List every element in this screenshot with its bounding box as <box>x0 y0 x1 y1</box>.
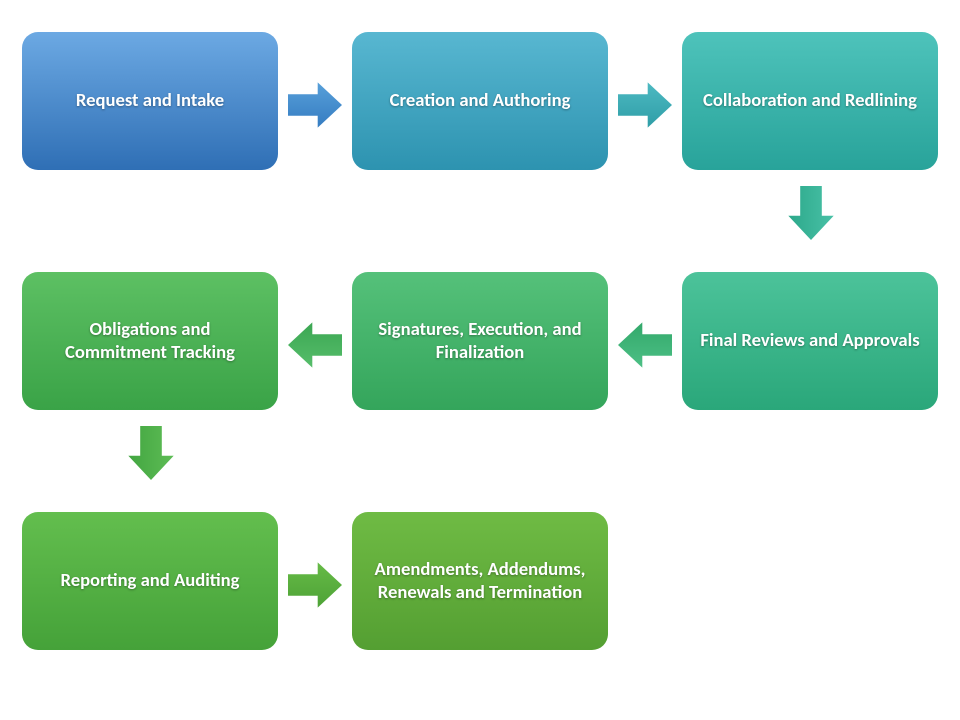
flow-node-n8: Amendments, Addendums, Renewals and Term… <box>352 512 608 650</box>
flow-arrow-right-icon <box>618 78 672 132</box>
flow-arrow-right-icon <box>288 78 342 132</box>
flow-node-label: Obligations and Commitment Tracking <box>40 318 260 365</box>
flow-arrow-down-icon <box>124 426 178 480</box>
flow-arrow-right-icon <box>288 558 342 612</box>
flow-node-n1: Request and Intake <box>22 32 278 170</box>
flow-node-n7: Reporting and Auditing <box>22 512 278 650</box>
flow-node-n3: Collaboration and Redlining <box>682 32 938 170</box>
flow-node-n6: Obligations and Commitment Tracking <box>22 272 278 410</box>
flow-arrow-left-icon <box>618 318 672 372</box>
flow-arrow-left-icon <box>288 318 342 372</box>
flow-node-label: Collaboration and Redlining <box>703 89 917 112</box>
flow-node-label: Signatures, Execution, and Finalization <box>370 318 590 365</box>
flow-node-n2: Creation and Authoring <box>352 32 608 170</box>
flow-node-n4: Final Reviews and Approvals <box>682 272 938 410</box>
flow-node-label: Final Reviews and Approvals <box>700 329 919 352</box>
flow-node-label: Request and Intake <box>76 89 224 112</box>
flow-node-label: Creation and Authoring <box>390 89 571 112</box>
flow-node-label: Reporting and Auditing <box>61 569 240 592</box>
flow-arrow-down-icon <box>784 186 838 240</box>
flow-node-label: Amendments, Addendums, Renewals and Term… <box>370 558 590 605</box>
flow-node-n5: Signatures, Execution, and Finalization <box>352 272 608 410</box>
